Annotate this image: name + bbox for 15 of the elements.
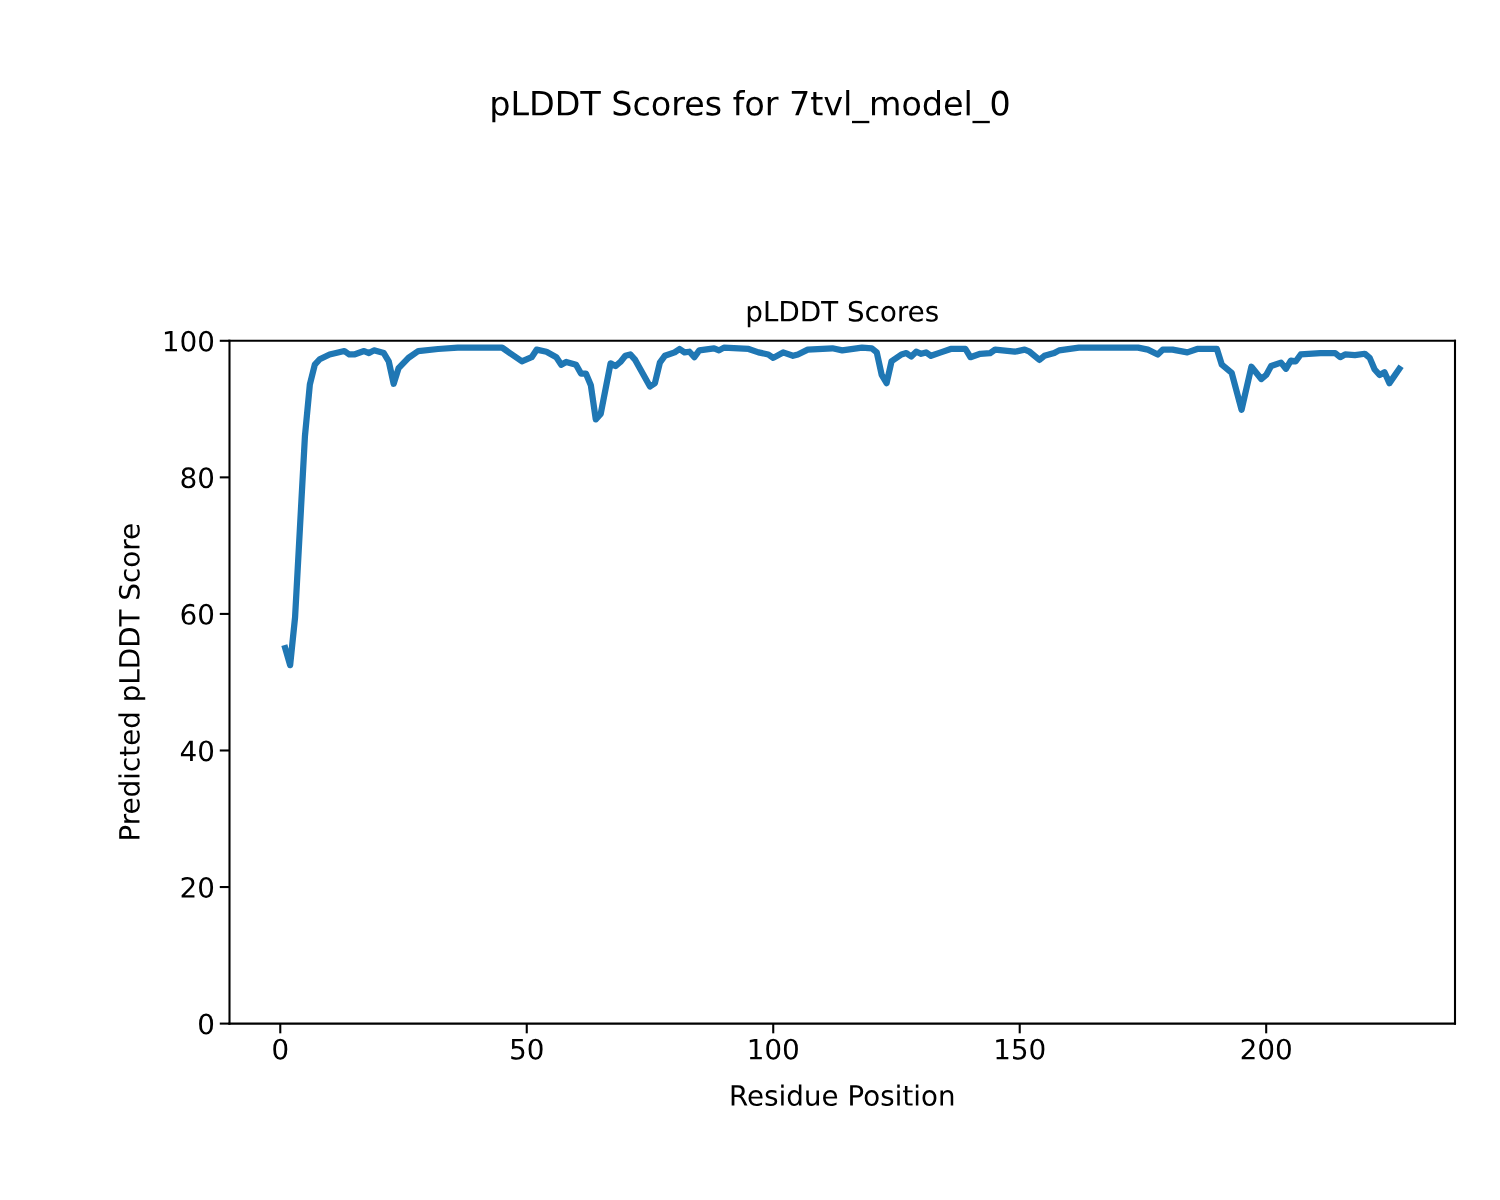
y-tick-label: 80	[181, 467, 214, 489]
y-tick-label: 60	[181, 603, 214, 625]
y-tick-label: 0	[199, 1013, 214, 1035]
chart-subtitle: pLDDT Scores for 7tvl_model_0	[492, 90, 1009, 124]
y-tick-label: 40	[180, 740, 214, 762]
x-tick-label: 150	[996, 1038, 1045, 1060]
chart-title: pLDDT Scores	[747, 300, 938, 328]
y-axis-title: Predicted pLDDT Score	[118, 524, 146, 839]
x-tick-label: 200	[1241, 1038, 1291, 1060]
x-tick-label: 100	[749, 1038, 798, 1060]
x-tick-label: 50	[511, 1038, 543, 1060]
x-tick-label: 0	[273, 1038, 288, 1060]
y-tick-label: 20	[181, 876, 214, 898]
x-axis-title: Residue Position	[731, 1084, 954, 1107]
y-tick-label: 100	[164, 330, 214, 352]
